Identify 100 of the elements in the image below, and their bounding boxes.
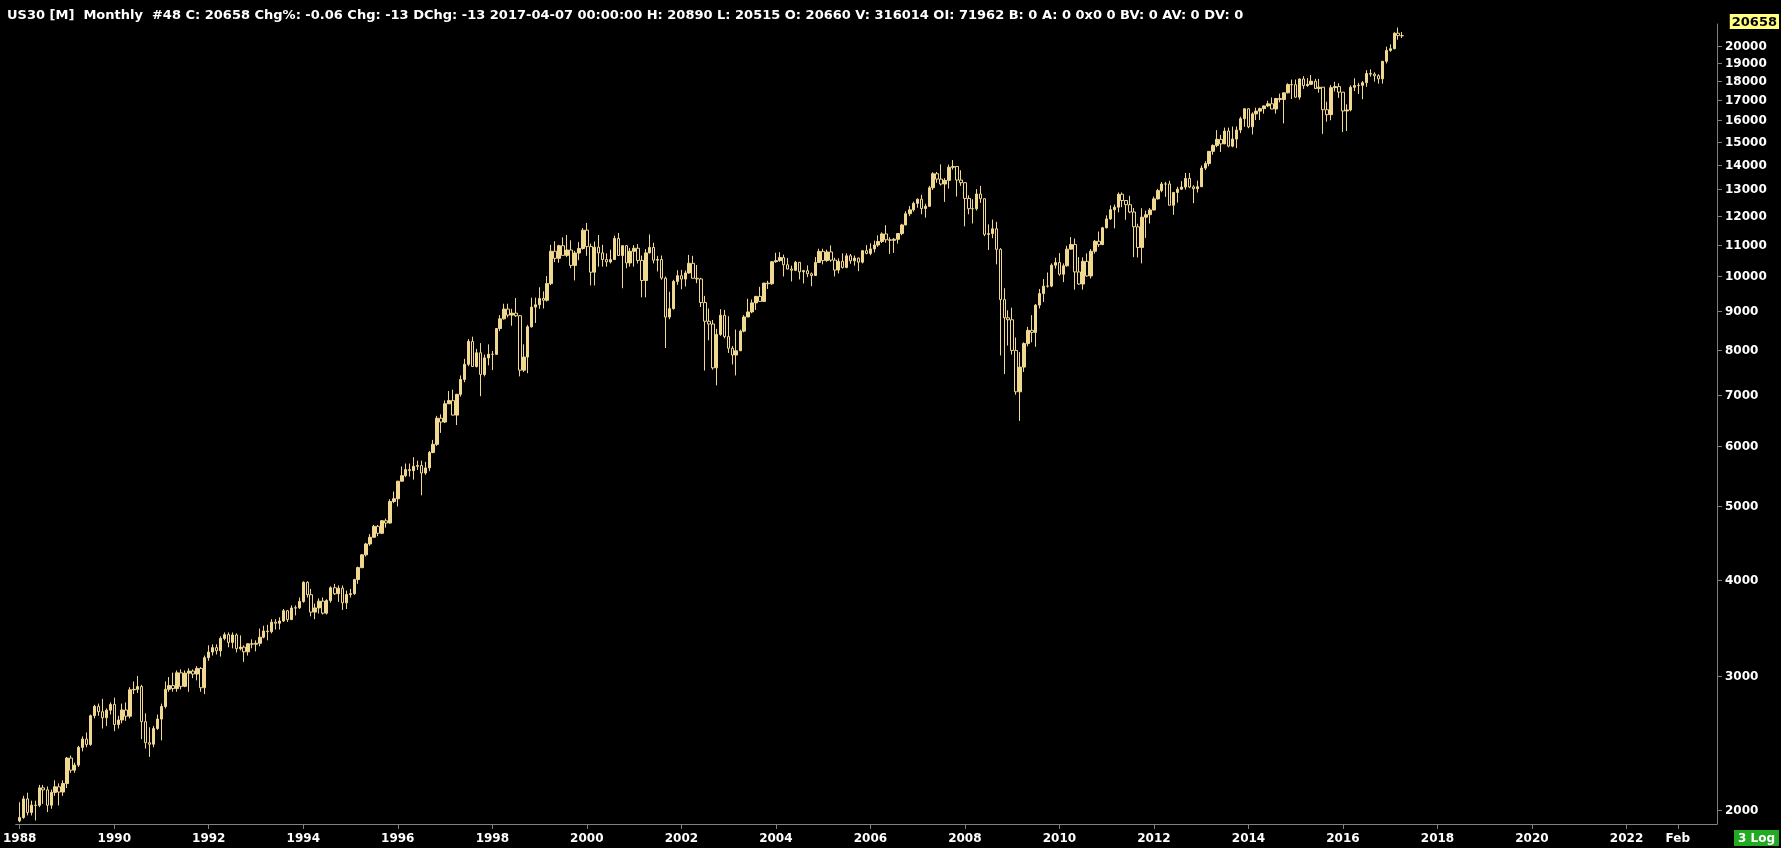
candlestick [1081, 256, 1085, 291]
x-tick-label: 1988 [3, 831, 37, 845]
candlestick [57, 782, 61, 807]
candlestick [471, 336, 474, 368]
x-tick-label: 2022 [1609, 831, 1644, 845]
candlestick [113, 697, 116, 732]
y-tick-label: 6000 [1725, 438, 1759, 453]
y-tick-label: 5000 [1725, 499, 1759, 514]
candlestick [183, 669, 187, 688]
candlestick [380, 519, 384, 535]
candlestick [321, 596, 325, 616]
candlestick [869, 242, 872, 256]
candlestick [175, 669, 179, 693]
y-tick-label: 7000 [1725, 387, 1759, 402]
y-tick-label: 11000 [1725, 237, 1767, 252]
candlestick [1227, 127, 1230, 148]
candlestick [227, 631, 230, 648]
y-tick-label: 4000 [1725, 573, 1759, 588]
candlestick [1231, 126, 1234, 148]
x-tick-label: 2000 [570, 831, 604, 845]
candlestick [1258, 107, 1262, 121]
candlestick [376, 524, 380, 537]
candlestick [412, 456, 415, 481]
candlestick [1309, 74, 1313, 86]
x-tick-label: 1998 [475, 831, 510, 845]
candlestick [219, 635, 222, 658]
y-tick-label: 12000 [1725, 208, 1767, 223]
candlestick [853, 255, 856, 267]
x-tick-label: 2006 [853, 831, 888, 845]
candlestick [22, 795, 25, 820]
candlestick [892, 237, 896, 254]
text: 3 Log [1737, 831, 1776, 845]
candlestick [876, 234, 880, 248]
x-tick-label: 2002 [664, 831, 699, 845]
x-tick-label: 2010 [1042, 831, 1077, 845]
candlestick [179, 668, 183, 690]
candlestick [845, 252, 848, 269]
candlestick [1184, 172, 1187, 191]
candlestick [317, 597, 321, 615]
candlestick [1373, 71, 1376, 83]
chart-title: US30 [M] Monthly #48 C: 20658 Chg%: -0.06 Chg: -13 DChg: -13 2017-04-07 00:00:00 H: 20890 L: 20515 O: 20660 V: 316014 OI: 71962 B: 0 A: 0 0x0 0 BV: 0 AV: 0 DV: 0 [7, 7, 1244, 22]
x-tick-label: 1996 [381, 831, 415, 845]
candlestick [274, 618, 277, 631]
candlestick [762, 282, 766, 303]
candlestick [290, 604, 293, 621]
y-tick-label: 9000 [1725, 304, 1759, 319]
text: 20658 [1731, 14, 1778, 29]
y-tick-label: 18000 [1725, 74, 1767, 89]
candlestick [1270, 96, 1274, 110]
candlestick [1357, 82, 1360, 95]
candlestick [1140, 207, 1144, 264]
candlestick [837, 257, 840, 274]
candlestick [920, 194, 923, 215]
x-tick-label: 2008 [948, 831, 982, 845]
x-tick-label: 2016 [1326, 831, 1360, 845]
candlestick [258, 628, 262, 647]
candlestick [821, 248, 825, 265]
x-tick-label: 2014 [1231, 831, 1266, 845]
x-tick-label: 2004 [759, 831, 793, 845]
candlestick [782, 254, 785, 277]
x-tick-label: 1994 [286, 831, 321, 845]
candlestick [680, 269, 683, 290]
y-tick-label: 14000 [1725, 157, 1767, 172]
candlestick [841, 252, 844, 270]
candlestick [1274, 97, 1278, 115]
x-tick-label: 2020 [1515, 831, 1549, 845]
candlestick [1329, 84, 1333, 121]
y-tick-label: 8000 [1725, 343, 1759, 358]
candlestick [613, 235, 616, 261]
candlestick [1050, 262, 1053, 288]
candlestick [750, 298, 754, 314]
candlestick [1294, 79, 1297, 99]
y-tick-label: 2000 [1725, 803, 1759, 818]
candlestick [235, 632, 238, 653]
x-tick-label: 1990 [97, 831, 131, 845]
x-tick-label: 2012 [1137, 831, 1171, 845]
x-tick-label: 2018 [1420, 831, 1455, 845]
candlestick [286, 609, 289, 623]
candlestick [1200, 165, 1203, 188]
candlestick [849, 253, 852, 265]
candlestick [479, 342, 482, 397]
x-tick-label: 1992 [192, 831, 226, 845]
y-tick-label: 13000 [1725, 182, 1767, 197]
candlestick [404, 463, 407, 478]
y-tick-label: 16000 [1725, 113, 1767, 128]
candlestick [211, 643, 214, 657]
y-tick-label: 20000 [1725, 39, 1767, 54]
candlestick [1290, 79, 1293, 100]
candlestick [341, 584, 344, 611]
candlestick [825, 249, 829, 263]
candlestick [632, 244, 636, 268]
candlestick [1306, 77, 1309, 88]
candlestick [1400, 31, 1404, 39]
candlestick [26, 792, 29, 816]
candlestick [1393, 31, 1396, 50]
y-tick-label: 15000 [1725, 134, 1767, 149]
candlestick [1251, 111, 1254, 135]
candlestick [912, 201, 915, 213]
candlestick [231, 631, 234, 649]
y-tick-label: 19000 [1725, 56, 1767, 71]
